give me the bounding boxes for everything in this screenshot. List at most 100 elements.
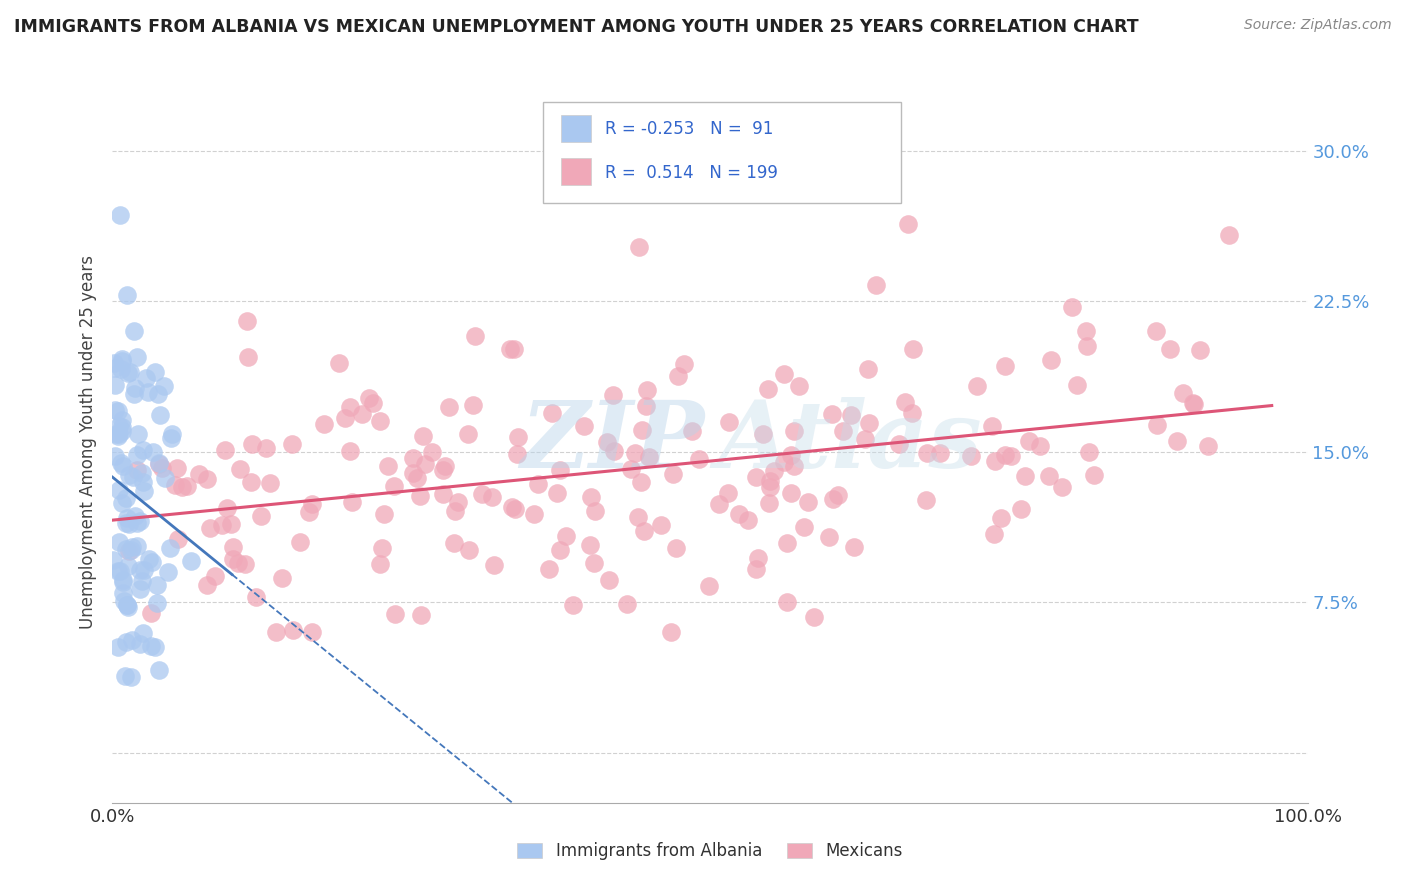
Point <box>135 371 157 385</box>
Point <box>111 586 134 600</box>
Point <box>110 362 132 376</box>
Point <box>142 445 165 459</box>
Point <box>112 593 135 607</box>
Point <box>506 447 529 461</box>
Point <box>439 401 461 415</box>
Point <box>118 544 141 558</box>
Point <box>149 409 172 423</box>
Point <box>107 404 129 418</box>
Point <box>129 563 152 577</box>
Point <box>627 240 650 254</box>
Text: Atlas: Atlas <box>716 397 981 486</box>
Point <box>503 501 526 516</box>
Point <box>1171 386 1194 401</box>
Point <box>222 552 245 566</box>
Point <box>1029 439 1052 453</box>
Point <box>342 494 364 508</box>
Text: R =  0.514   N = 199: R = 0.514 N = 199 <box>605 164 778 182</box>
Point <box>915 446 938 460</box>
Point <box>634 399 657 413</box>
Point <box>211 518 233 533</box>
Point <box>240 437 263 451</box>
Point <box>101 552 124 566</box>
Point <box>132 563 155 577</box>
Point <box>537 562 560 576</box>
Point <box>115 491 138 505</box>
Point <box>128 514 150 528</box>
Point <box>115 541 138 556</box>
Point <box>637 450 659 464</box>
Point <box>236 314 259 328</box>
Point <box>832 424 855 438</box>
Point <box>160 426 183 441</box>
Point <box>503 342 526 356</box>
Point <box>745 561 768 575</box>
Point <box>115 288 138 302</box>
Point <box>111 495 134 509</box>
Point <box>120 365 142 379</box>
Point <box>131 466 153 480</box>
Point <box>254 442 277 456</box>
Point <box>405 470 427 484</box>
Point <box>1218 228 1240 243</box>
Point <box>960 449 983 463</box>
FancyBboxPatch shape <box>561 158 591 185</box>
Point <box>281 623 304 637</box>
Point <box>117 558 139 573</box>
Point <box>839 408 862 422</box>
Point <box>115 635 138 649</box>
Point <box>373 507 395 521</box>
Point <box>1166 434 1188 448</box>
Point <box>666 369 689 384</box>
Point <box>382 479 405 493</box>
Point <box>328 356 350 370</box>
Point <box>1014 469 1036 483</box>
Point <box>153 471 176 485</box>
Point <box>1062 300 1084 314</box>
Point <box>132 483 155 498</box>
Point <box>200 521 222 535</box>
Point <box>281 437 304 451</box>
Point <box>420 445 443 459</box>
Point <box>148 457 170 471</box>
Point <box>118 467 141 482</box>
Point <box>409 489 432 503</box>
Point <box>148 457 170 471</box>
Point <box>368 557 391 571</box>
Point <box>335 411 357 425</box>
Point <box>980 418 1002 433</box>
Point <box>229 462 252 476</box>
Point <box>222 541 245 555</box>
Point <box>141 606 163 620</box>
Point <box>180 554 202 568</box>
Point <box>125 350 148 364</box>
Point <box>636 383 658 397</box>
Point <box>104 449 127 463</box>
Point <box>858 417 880 431</box>
Point <box>709 497 731 511</box>
Point <box>121 470 143 484</box>
Point <box>165 478 187 492</box>
Point <box>132 442 155 457</box>
Point <box>132 625 155 640</box>
Point <box>298 505 321 519</box>
Point <box>103 356 125 370</box>
Point <box>124 381 146 395</box>
Point <box>107 419 129 434</box>
Point <box>596 434 619 449</box>
Point <box>602 443 624 458</box>
Point <box>1076 339 1098 353</box>
Point <box>111 413 134 427</box>
Point <box>659 625 682 640</box>
Point <box>1018 434 1040 448</box>
Point <box>115 516 138 530</box>
Point <box>145 596 167 610</box>
Point <box>598 573 620 587</box>
Point <box>111 354 134 368</box>
Point <box>929 446 952 460</box>
Point <box>143 365 166 379</box>
Point <box>215 501 238 516</box>
Point <box>627 510 650 524</box>
Point <box>447 495 470 509</box>
Point <box>554 529 576 543</box>
